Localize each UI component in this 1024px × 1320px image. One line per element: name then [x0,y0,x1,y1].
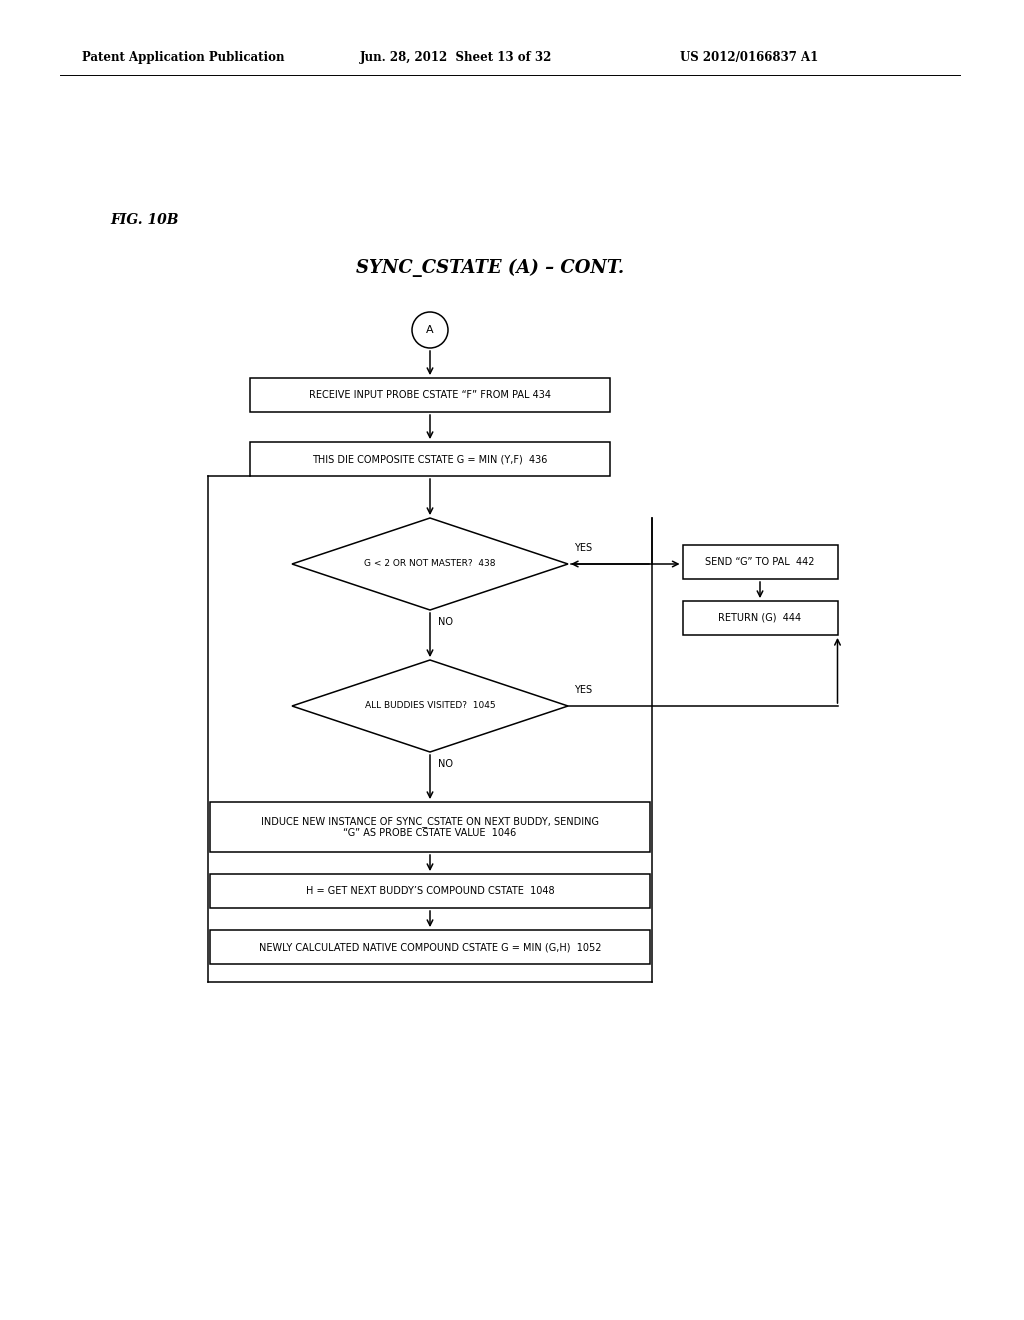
FancyBboxPatch shape [250,442,610,477]
Text: G < 2 OR NOT MASTER?  438: G < 2 OR NOT MASTER? 438 [365,560,496,569]
Text: FIG. 10B: FIG. 10B [110,213,178,227]
Text: SYNC_CSTATE (A) – CONT.: SYNC_CSTATE (A) – CONT. [356,259,624,277]
FancyBboxPatch shape [683,601,838,635]
Text: NO: NO [438,616,453,627]
FancyBboxPatch shape [683,545,838,579]
FancyBboxPatch shape [210,803,650,851]
Text: NO: NO [438,759,453,770]
Text: THIS DIE COMPOSITE CSTATE G = MIN (Y,F)  436: THIS DIE COMPOSITE CSTATE G = MIN (Y,F) … [312,454,548,465]
Text: RECEIVE INPUT PROBE CSTATE “F” FROM PAL 434: RECEIVE INPUT PROBE CSTATE “F” FROM PAL … [309,389,551,400]
Text: Jun. 28, 2012  Sheet 13 of 32: Jun. 28, 2012 Sheet 13 of 32 [360,51,552,65]
Text: RETURN (G)  444: RETURN (G) 444 [719,612,802,623]
Text: INDUCE NEW INSTANCE OF SYNC_CSTATE ON NEXT BUDDY, SENDING
“G” AS PROBE CSTATE VA: INDUCE NEW INSTANCE OF SYNC_CSTATE ON NE… [261,816,599,838]
Text: A: A [426,325,434,335]
Text: ALL BUDDIES VISITED?  1045: ALL BUDDIES VISITED? 1045 [365,701,496,710]
Text: YES: YES [574,543,592,553]
FancyBboxPatch shape [250,378,610,412]
Text: H = GET NEXT BUDDY’S COMPOUND CSTATE  1048: H = GET NEXT BUDDY’S COMPOUND CSTATE 104… [306,886,554,896]
Text: SEND “G” TO PAL  442: SEND “G” TO PAL 442 [706,557,815,568]
Text: NEWLY CALCULATED NATIVE COMPOUND CSTATE G = MIN (G,H)  1052: NEWLY CALCULATED NATIVE COMPOUND CSTATE … [259,942,601,952]
FancyBboxPatch shape [210,931,650,964]
Text: US 2012/0166837 A1: US 2012/0166837 A1 [680,51,818,65]
Text: Patent Application Publication: Patent Application Publication [82,51,285,65]
FancyBboxPatch shape [210,874,650,908]
Text: YES: YES [574,685,592,696]
